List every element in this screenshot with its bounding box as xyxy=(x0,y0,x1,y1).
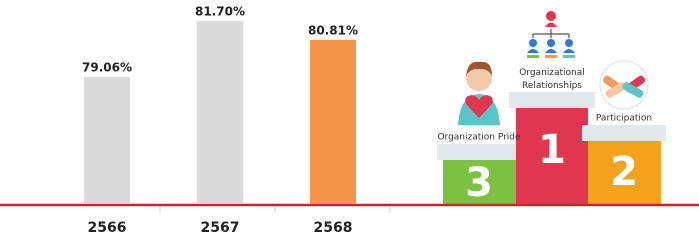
participation-icon xyxy=(600,61,648,109)
podium-rank: 3 xyxy=(465,160,493,206)
chart: 79.06% 2566 81.70% 2567 80.81% 2568 3 Organizat… xyxy=(0,0,699,241)
podium-cap xyxy=(437,144,521,160)
bar xyxy=(84,77,130,204)
podium-cap xyxy=(509,92,595,108)
category-label: 2566 xyxy=(88,220,127,236)
value-label: 81.70% xyxy=(195,4,245,18)
podium-label: Organization Pride xyxy=(437,133,521,143)
podium-rank: 1 xyxy=(538,127,566,173)
relationship-icon xyxy=(527,11,575,58)
podium-cap xyxy=(582,125,666,141)
podium-rank: 2 xyxy=(610,149,638,195)
podium-label: Participation xyxy=(596,114,652,124)
value-label: 80.81% xyxy=(308,23,358,37)
pride-icon xyxy=(458,62,500,125)
category-label: 2567 xyxy=(201,220,240,236)
category-label: 2568 xyxy=(314,220,353,236)
bar xyxy=(197,21,243,204)
value-label: 79.06% xyxy=(82,60,132,74)
bar xyxy=(310,40,356,204)
